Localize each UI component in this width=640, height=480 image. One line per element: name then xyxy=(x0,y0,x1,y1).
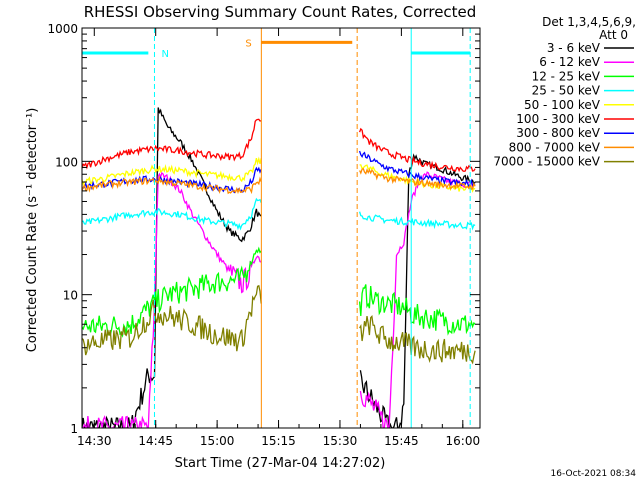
y-axis-label: Corrected Count Rate (s⁻¹ detector⁻¹) xyxy=(25,108,40,353)
x-tick-label-0: 14:30 xyxy=(77,434,112,448)
y-tick-label-1: 10 xyxy=(63,289,78,303)
plot-frame xyxy=(81,27,481,429)
legend-label-1: 6 - 12 keV xyxy=(539,55,601,69)
x-tick-label-3: 15:15 xyxy=(261,434,296,448)
legend-label-0: 3 - 6 keV xyxy=(547,41,601,55)
y-tick-label-2: 100 xyxy=(55,155,78,169)
x-axis-label: Start Time (27-Mar-04 14:27:02) xyxy=(175,456,386,471)
x-tick-label-4: 15:30 xyxy=(323,434,358,448)
x-tick-label-1: 14:45 xyxy=(138,434,173,448)
chart-title: RHESSI Observing Summary Count Rates, Co… xyxy=(84,3,477,21)
legend-header-line-2: Att 0 xyxy=(599,28,628,42)
x-tick-label-6: 16:00 xyxy=(446,434,481,448)
legend-label-2: 12 - 25 keV xyxy=(532,69,601,83)
x-tick-label-2: 15:00 xyxy=(200,434,235,448)
series-line-2 xyxy=(82,246,476,338)
x-axis: 14:30 14:45 15:00 15:15 15:30 15:45 16:00 xyxy=(77,28,480,448)
s-label: S xyxy=(245,38,251,49)
series-line-7 xyxy=(82,167,476,195)
series-line-3 xyxy=(82,197,476,231)
plot-area: NS xyxy=(82,28,476,428)
y-tick-label-0: 1 xyxy=(70,422,78,436)
series-line-8 xyxy=(82,284,476,365)
timestamp: 16-Oct-2021 08:34 xyxy=(551,469,637,479)
legend-label-5: 100 - 300 keV xyxy=(516,112,600,126)
legend-label-7: 800 - 7000 keV xyxy=(509,140,601,154)
legend-header-line-1: Det 1,3,4,5,6,9, xyxy=(542,15,636,29)
legend-label-8: 7000 - 15000 keV xyxy=(493,155,600,169)
legend-label-3: 25 - 50 keV xyxy=(532,84,601,98)
n-label: N xyxy=(161,49,168,60)
legend-label-6: 300 - 800 keV xyxy=(516,126,600,140)
series-line-5 xyxy=(82,118,476,173)
legend-label-4: 50 - 100 keV xyxy=(524,98,601,112)
x-tick-label-5: 15:45 xyxy=(384,434,419,448)
y-axis: 1 10 100 1000 xyxy=(47,22,480,436)
y-tick-label-3: 1000 xyxy=(47,22,78,36)
